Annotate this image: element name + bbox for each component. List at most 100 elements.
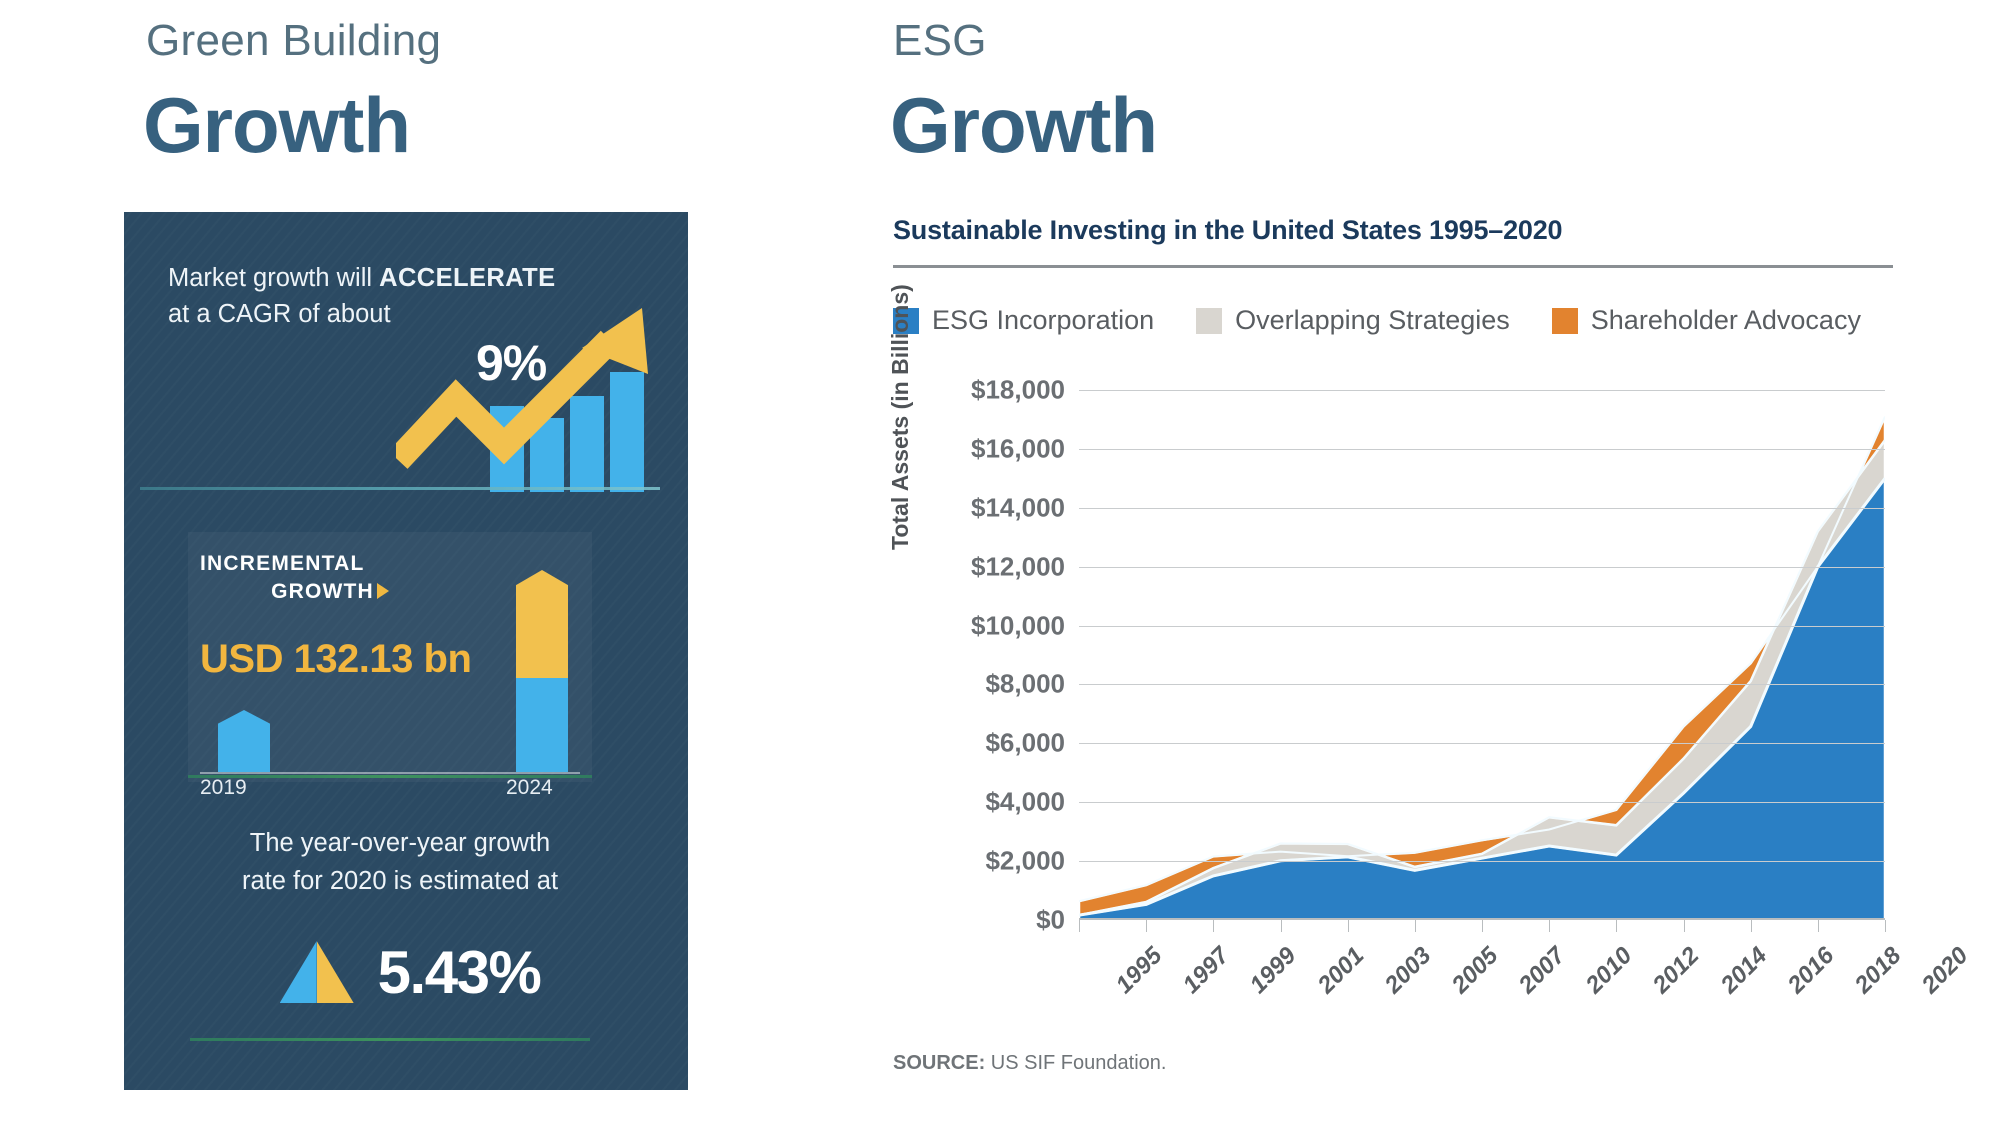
x-tick xyxy=(1817,920,1819,932)
x-tick-label: 1999 xyxy=(1244,942,1302,999)
triangle-right-icon xyxy=(376,582,389,599)
source-prefix: SOURCE: xyxy=(893,1052,986,1074)
x-tick xyxy=(1414,920,1416,932)
y-tick-label: $6,000 xyxy=(985,727,1065,758)
x-tick-label: 2016 xyxy=(1782,942,1840,999)
x-axis-line xyxy=(1079,918,1885,920)
area-boundary-2 xyxy=(1079,416,1885,903)
y-axis-title: Total Assets (in Billions) xyxy=(887,284,913,550)
area-boundary-0 xyxy=(1079,477,1885,917)
y-tick-label: $0 xyxy=(1036,904,1065,935)
rising-arrow-bar-chart-icon xyxy=(388,300,688,492)
gridline xyxy=(1079,390,1885,391)
sustainable-investing-area-chart: Total Assets (in Billions) $18,000 $16,00… xyxy=(887,284,1973,1030)
y-tick-label: $4,000 xyxy=(985,786,1065,817)
gridline xyxy=(1079,802,1885,804)
gridline xyxy=(1079,448,1885,450)
y-tick-label: $16,000 xyxy=(971,433,1065,464)
x-tick xyxy=(1683,920,1685,932)
x-tick xyxy=(1280,920,1282,932)
x-tick-label: 2018 xyxy=(1849,942,1907,999)
divider-teal xyxy=(140,487,660,490)
chart-title-rule xyxy=(893,265,1893,268)
y-axis-tick-labels: $18,000 $16,000 $14,000 $12,000 $10,000 $8,00… xyxy=(913,375,1065,935)
divider-green-lower xyxy=(190,1038,590,1041)
legend-item-2[interactable]: Shareholder Advocacy xyxy=(1551,305,1861,336)
chart-source: SOURCE: US SIF Foundation. xyxy=(893,1052,1166,1075)
kicker-line-1: INCREMENTAL xyxy=(200,552,365,575)
gridline xyxy=(1079,861,1885,863)
yoy-growth-row: 5.43% xyxy=(220,930,600,1014)
x-tick xyxy=(1750,920,1752,932)
panel-section-accelerate: Market growth will ACCELERATE at a CAGR … xyxy=(124,212,688,492)
source-text: US SIF Foundation. xyxy=(990,1052,1167,1074)
accelerate-text: Market growth will ACCELERATE at a CAGR … xyxy=(168,260,568,332)
y-tick-label: $2,000 xyxy=(985,845,1065,876)
right-column: ESG Growth Sustainable Investing in the … xyxy=(880,0,1994,1124)
bar-2024-increment-segment xyxy=(516,570,568,678)
legend-swatch-icon xyxy=(1196,307,1223,334)
y-tick-label: $12,000 xyxy=(971,551,1065,582)
yoy-growth-text: The year-over-year growth rate for 2020 … xyxy=(220,824,580,901)
area-boundary-1 xyxy=(1079,439,1885,917)
growth-triangle-icon xyxy=(279,941,354,1003)
left-column: Green Building Growth Market growth will… xyxy=(0,0,880,1124)
y-tick-label: $8,000 xyxy=(985,668,1065,699)
x-tick-label: 2010 xyxy=(1580,942,1638,999)
x-tick-label: 1997 xyxy=(1177,942,1235,999)
legend-item-1[interactable]: Overlapping Strategies xyxy=(1196,305,1510,336)
incremental-growth-kicker: INCREMENTAL GROWTH xyxy=(200,550,460,605)
chart-title: Sustainable Investing in the United Stat… xyxy=(893,215,1563,245)
gridline xyxy=(1079,507,1885,509)
legend-swatch-icon xyxy=(893,307,919,334)
x-tick xyxy=(1213,920,1215,932)
x-tick-label: 2001 xyxy=(1312,942,1369,999)
x-tick xyxy=(1146,920,1148,932)
x-tick-label: 2007 xyxy=(1513,942,1571,999)
x-tick-label: 2020 xyxy=(1916,942,1974,999)
right-page-title: Growth xyxy=(890,81,1158,169)
x-tick xyxy=(1347,920,1349,932)
divider-green-upper xyxy=(188,775,592,778)
accelerate-text-part1: Market growth will xyxy=(168,264,380,292)
bar-2019 xyxy=(218,710,270,772)
legend-swatch-icon xyxy=(1551,307,1578,334)
x-tick-label: 2003 xyxy=(1379,942,1437,999)
yoy-text-line-1: The year-over-year growth xyxy=(249,829,551,857)
x-tick-label: 2012 xyxy=(1647,942,1705,999)
card-baseline xyxy=(200,772,580,774)
x-tick xyxy=(1482,920,1483,932)
legend-label: Overlapping Strategies xyxy=(1235,305,1510,335)
left-page-title: Growth xyxy=(143,81,411,169)
label-year-2024: 2024 xyxy=(506,776,553,799)
y-tick-label: $18,000 xyxy=(971,374,1065,405)
cagr-value: 9% xyxy=(476,335,547,391)
gridline xyxy=(1079,625,1885,627)
label-year-2019: 2019 xyxy=(200,776,247,799)
x-tick xyxy=(1079,920,1080,932)
accelerate-text-part2: at a CAGR of about xyxy=(168,300,391,329)
incremental-growth-value: USD 132.13 bn xyxy=(200,637,472,681)
y-tick-label: $14,000 xyxy=(971,492,1065,523)
chart-plot-area: 1995 1997 1999 2001 2003 2005 2007 2010 2012 2014… xyxy=(1079,390,1973,999)
legend-label: ESG Incorporation xyxy=(932,305,1155,335)
gridline xyxy=(1079,566,1885,568)
x-tick-label: 2005 xyxy=(1446,942,1504,999)
incremental-growth-card: INCREMENTAL GROWTH USD 132.13 bn 2019 20… xyxy=(188,532,592,799)
green-building-panel: Market growth will ACCELERATE at a CAGR … xyxy=(124,212,688,1090)
yoy-growth-value: 5.43% xyxy=(377,938,542,1006)
y-tick-label: $10,000 xyxy=(971,610,1065,641)
bar-2024 xyxy=(516,570,568,772)
x-tick-label: 1995 xyxy=(1110,942,1168,999)
kicker-line-2: GROWTH xyxy=(271,579,374,603)
x-tick xyxy=(1885,920,1886,932)
left-eyebrow: Green Building xyxy=(146,16,442,65)
x-tick xyxy=(1549,920,1551,932)
gridline xyxy=(1079,684,1885,686)
accelerate-keyword: ACCELERATE xyxy=(379,264,556,292)
chart-legend: ESG Incorporation Overlapping Strategies S… xyxy=(893,305,1903,336)
legend-label: Shareholder Advocacy xyxy=(1590,305,1861,335)
x-tick xyxy=(1616,920,1618,932)
legend-item-0[interactable]: ESG Incorporation xyxy=(893,305,1154,336)
